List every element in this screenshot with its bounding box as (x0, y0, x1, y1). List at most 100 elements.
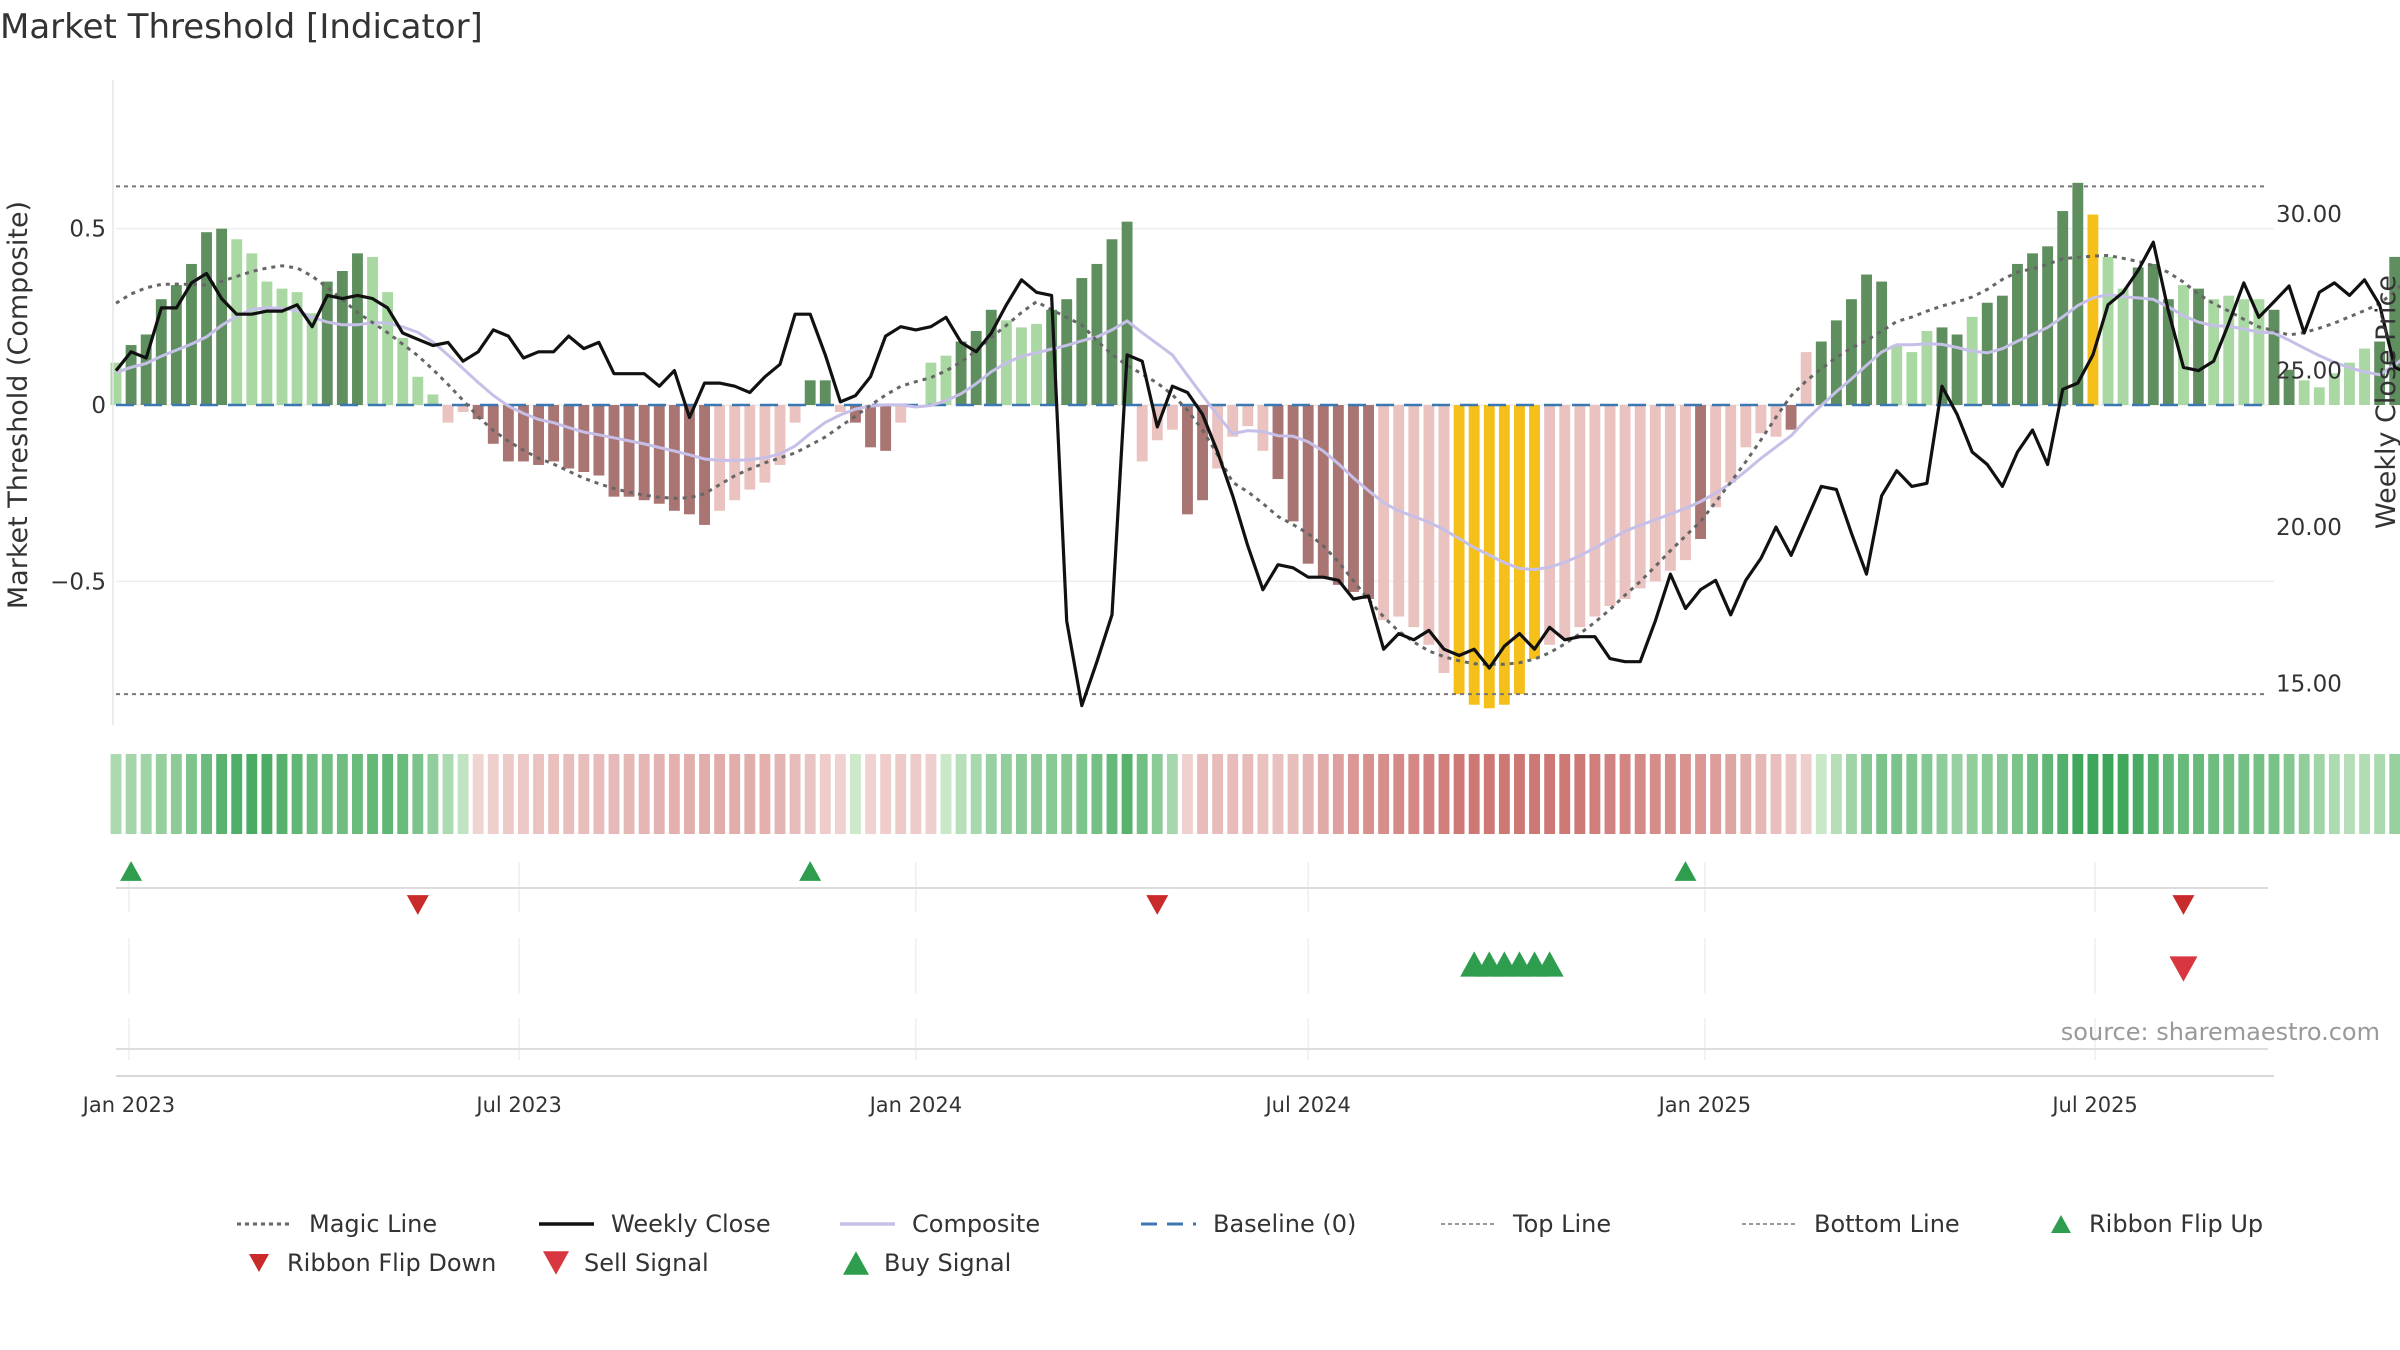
ribbon-cell (518, 754, 529, 834)
composite-bar (2313, 387, 2325, 405)
composite-bar (1061, 299, 1073, 405)
x-tick-label: Jul 2025 (2050, 1093, 2137, 1117)
composite-bar (140, 334, 152, 405)
ribbon-cell (1378, 754, 1390, 834)
composite-bar (2072, 182, 2084, 405)
legend-label: Buy Signal (884, 1249, 1011, 1277)
ribbon-cell (352, 754, 363, 834)
composite-bar (985, 309, 997, 405)
y-left-tick-label: 0.5 (69, 217, 106, 243)
ribbon-cell (744, 754, 756, 834)
composite-bar (1876, 281, 1888, 405)
ribbon-cell (1815, 754, 1827, 834)
composite-bar (1166, 405, 1178, 430)
ribbon-cell (1876, 754, 1888, 834)
ribbon-cell (1332, 754, 1344, 834)
ribbon-cell (1272, 754, 1284, 834)
composite-bar (1846, 299, 1857, 405)
composite-bar (699, 405, 710, 525)
ribbon-cell (638, 754, 650, 834)
ribbon-cell (774, 754, 786, 834)
composite-bar (1619, 405, 1631, 599)
ribbon-cell (1619, 754, 1631, 834)
composite-bar (1800, 352, 1812, 405)
ribbon-cell (1891, 754, 1903, 834)
ribbon-cell (1287, 754, 1299, 834)
ribbon-cell (1363, 754, 1374, 834)
legend-item: Composite (840, 1210, 1040, 1238)
ribbon-cell (653, 754, 665, 834)
legend-item: Magic Line (237, 1210, 437, 1238)
y-axis-right-title: Weekly Close Price (2371, 275, 2400, 529)
chart-title: Market Threshold [Indicator] (0, 7, 483, 47)
composite-bar (487, 405, 499, 444)
ribbon-cell (2057, 754, 2069, 834)
composite-bar (1664, 405, 1676, 571)
ribbon-cell (970, 754, 982, 834)
ribbon-cell (1166, 754, 1178, 834)
ribbon-cell (593, 754, 605, 834)
composite-bar (1197, 405, 1208, 501)
composite-bar (789, 405, 801, 423)
ribbon-cell (578, 754, 590, 834)
legend-item: Ribbon Flip Down (249, 1249, 496, 1277)
composite-bar (1046, 309, 1058, 405)
ribbon-cell (1529, 754, 1540, 834)
composite-bar (668, 405, 680, 511)
ribbon-cell (1453, 754, 1465, 834)
x-tick-label: Jul 2024 (1263, 1093, 1350, 1117)
source-note: source: sharemaestro.com (2061, 1018, 2380, 1046)
ribbon-cell (1830, 754, 1842, 834)
composite-bar (291, 292, 303, 405)
ribbon-cell (1091, 754, 1103, 834)
ribbon-cell (2162, 754, 2174, 834)
composite-bar (684, 405, 695, 515)
composite-bar (1121, 221, 1133, 405)
ribbon-cell (1755, 754, 1767, 834)
ribbon-cell (1076, 754, 1088, 834)
composite-bar (1966, 316, 1978, 405)
ribbon-cell (910, 754, 922, 834)
weekly-close-line (114, 240, 2400, 708)
composite-bar (2208, 299, 2220, 405)
composite-bar (427, 394, 439, 405)
ribbon-cell (1604, 754, 1616, 834)
ribbon-cell (216, 754, 228, 834)
ribbon-cell (2238, 754, 2250, 834)
composite-bar (865, 405, 876, 448)
x-tick-label: Jul 2023 (474, 1093, 561, 1117)
legend-label: Bottom Line (1814, 1210, 1960, 1238)
composite-bar (1544, 405, 1556, 645)
composite-bar (578, 405, 590, 472)
ribbon-cell (714, 754, 726, 834)
composite-bar (940, 355, 952, 405)
composite-bar (382, 292, 394, 405)
ribbon-cell (2147, 754, 2159, 834)
composite-bar (2178, 285, 2189, 405)
ribbon-cell (1514, 754, 1525, 834)
composite-bar (1740, 405, 1752, 448)
ribbon-cell (1106, 754, 1118, 834)
composite-bar (2132, 267, 2144, 405)
ribbon-cell (699, 754, 710, 834)
composite-bar (1242, 405, 1254, 427)
x-tick-label: Jan 2024 (868, 1093, 963, 1117)
composite-bar (412, 376, 424, 405)
composite-bar (1332, 405, 1344, 585)
ribbon-cell (819, 754, 831, 834)
composite-bar (593, 405, 605, 476)
legend-item: Bottom Line (1742, 1210, 1960, 1238)
legend-swatch (2051, 1215, 2071, 1233)
ribbon-cell (427, 754, 439, 834)
ribbon-cell (1921, 754, 1933, 834)
ribbon-cell (1031, 754, 1042, 834)
composite-bar (231, 239, 243, 405)
composite-bar (1317, 405, 1329, 578)
legend-item: Top Line (1441, 1210, 1611, 1238)
composite-bar (201, 232, 212, 405)
composite-bar (1891, 345, 1903, 405)
composite-bar (1016, 327, 1027, 405)
composite-bar (759, 405, 771, 483)
ribbon-cell (2132, 754, 2144, 834)
ribbon-cell (1242, 754, 1254, 834)
